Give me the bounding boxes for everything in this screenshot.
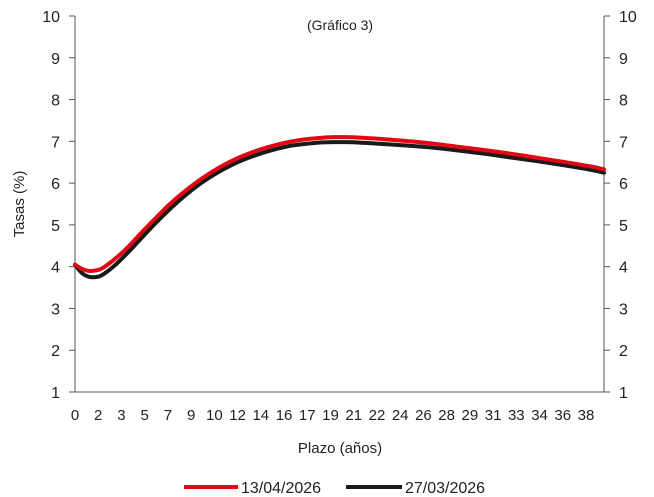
- series-line: [73, 135, 606, 273]
- left-y-tick-label: 6: [51, 176, 60, 193]
- chart-series-layer: [73, 135, 606, 280]
- right-y-tick-label: 5: [619, 218, 628, 235]
- right-y-tick-label: 4: [619, 260, 628, 277]
- left-y-tick-label: 5: [51, 218, 60, 235]
- right-y-tick-label: 10: [619, 9, 637, 26]
- left-y-tick-label: 7: [51, 134, 60, 151]
- x-tick-label: 17: [299, 407, 316, 424]
- left-y-tick-label: 4: [51, 260, 60, 277]
- legend-label: 13/04/2026: [241, 480, 321, 497]
- x-tick-label: 36: [554, 407, 571, 424]
- right-y-tick-label: 2: [619, 343, 628, 360]
- chart-legend: 13/04/2026 27/03/2026: [184, 480, 485, 497]
- series-line: [73, 140, 606, 280]
- right-y-tick-label: 9: [619, 51, 628, 68]
- x-tick-label: 26: [415, 407, 432, 424]
- left-y-tick-label: 10: [42, 9, 60, 26]
- x-tick-label: 3: [117, 407, 125, 424]
- x-tick-label: 0: [71, 407, 79, 424]
- right-y-tick-label: 3: [619, 301, 628, 318]
- legend-label: 27/03/2026: [405, 480, 485, 497]
- x-tick-label: 31: [485, 407, 502, 424]
- x-tick-label: 28: [438, 407, 455, 424]
- chart-axes: 1 12 23 34 45 56 67 78 89 910 100 2 3 5 7 9 10 12 14 16 17 19…: [42, 9, 637, 424]
- y-axis-label: Tasas (%): [11, 171, 28, 238]
- x-tick-label: 12: [229, 407, 246, 424]
- x-tick-label: 22: [369, 407, 386, 424]
- left-y-tick-label: 1: [51, 385, 60, 402]
- x-tick-label: 19: [322, 407, 339, 424]
- x-tick-label: 33: [508, 407, 525, 424]
- x-tick-label: 29: [462, 407, 479, 424]
- x-tick-label: 21: [345, 407, 362, 424]
- x-tick-label: 34: [531, 407, 548, 424]
- right-y-tick-label: 8: [619, 93, 628, 110]
- left-y-tick-label: 2: [51, 343, 60, 360]
- x-tick-label: 2: [94, 407, 102, 424]
- x-tick-label: 38: [578, 407, 595, 424]
- x-tick-label: 5: [141, 407, 149, 424]
- x-tick-label: 16: [276, 407, 293, 424]
- x-tick-label: 7: [164, 407, 172, 424]
- x-tick-label: 24: [392, 407, 409, 424]
- right-y-tick-label: 1: [619, 385, 628, 402]
- left-y-tick-label: 8: [51, 93, 60, 110]
- chart-subtitle: (Gráfico 3): [307, 17, 373, 33]
- x-tick-label: 9: [187, 407, 195, 424]
- x-axis-label: Plazo (años): [298, 440, 382, 457]
- left-y-tick-label: 3: [51, 301, 60, 318]
- right-y-tick-label: 7: [619, 134, 628, 151]
- left-y-tick-label: 9: [51, 51, 60, 68]
- x-tick-label: 10: [206, 407, 223, 424]
- x-tick-label: 14: [252, 407, 269, 424]
- right-y-tick-label: 6: [619, 176, 628, 193]
